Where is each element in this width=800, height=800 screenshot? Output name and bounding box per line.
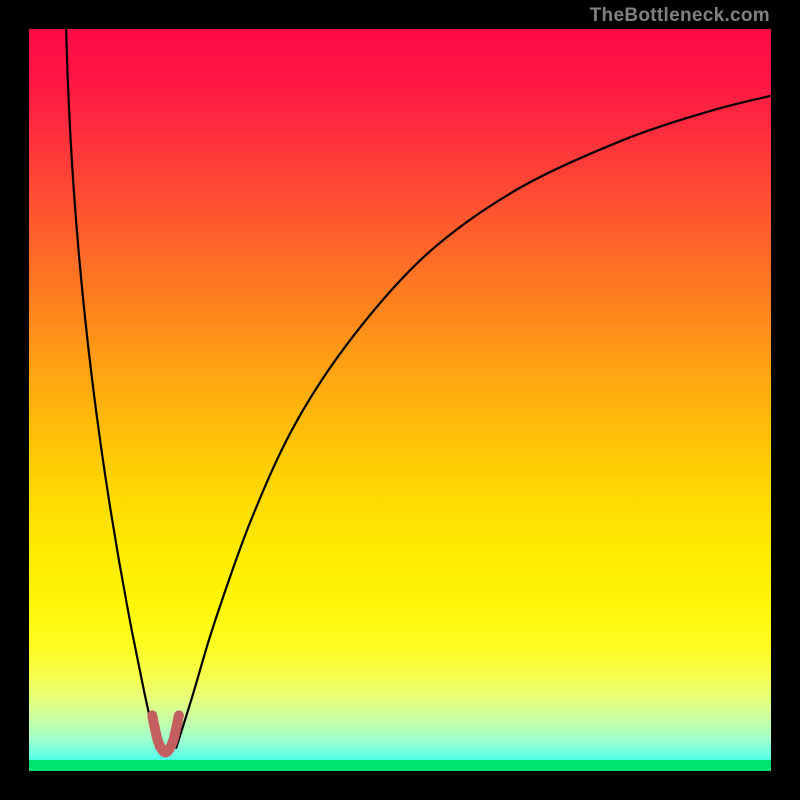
gradient-background [29, 29, 771, 771]
green-floor [29, 760, 771, 771]
watermark-text: TheBottleneck.com [590, 5, 770, 27]
chart-frame: TheBottleneck.com [0, 0, 800, 800]
bottleneck-chart [29, 29, 771, 771]
plot-area [29, 29, 771, 771]
